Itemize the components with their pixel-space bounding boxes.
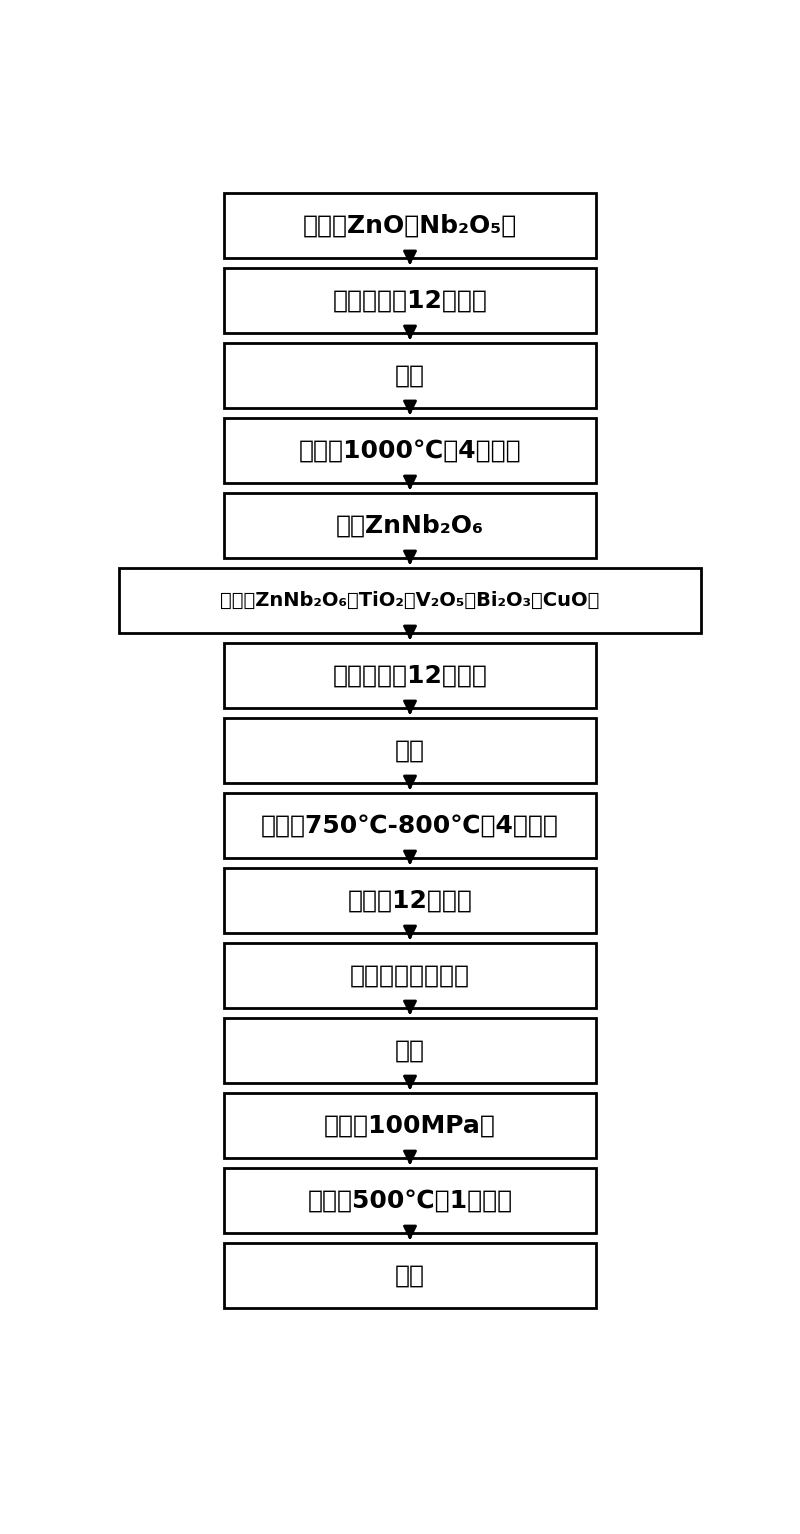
Text: 称量（ZnNb₂O₆、TiO₂、V₂O₅、Bi₂O₃、CuO）: 称量（ZnNb₂O₆、TiO₂、V₂O₅、Bi₂O₃、CuO） bbox=[220, 591, 600, 611]
Bar bbox=[224, 718, 596, 782]
Bar bbox=[224, 1167, 596, 1233]
Text: 烘干: 烘干 bbox=[395, 364, 425, 388]
Text: 获得ZnNb₂O₆: 获得ZnNb₂O₆ bbox=[336, 514, 484, 537]
Bar bbox=[224, 417, 596, 483]
Text: 锻烧（750℃-800℃，4小时）: 锻烧（750℃-800℃，4小时） bbox=[261, 813, 559, 838]
Bar bbox=[224, 793, 596, 858]
Text: 烧结: 烧结 bbox=[395, 1264, 425, 1287]
Bar bbox=[224, 943, 596, 1008]
Text: 烘干、研磨、过筛: 烘干、研磨、过筛 bbox=[350, 963, 470, 988]
Bar bbox=[224, 643, 596, 707]
Bar bbox=[224, 1243, 596, 1309]
Bar bbox=[224, 868, 596, 933]
Bar bbox=[224, 193, 596, 258]
Bar bbox=[224, 1094, 596, 1158]
Text: 锻烧（1000℃，4小时）: 锻烧（1000℃，4小时） bbox=[298, 439, 522, 462]
Bar bbox=[224, 344, 596, 408]
Text: 排胶（500℃，1小时）: 排胶（500℃，1小时） bbox=[307, 1189, 513, 1212]
Text: 球磨混料（12小时）: 球磨混料（12小时） bbox=[333, 288, 487, 313]
Bar bbox=[118, 568, 702, 634]
Text: 成型（100MPa）: 成型（100MPa） bbox=[324, 1114, 496, 1138]
Text: 烘干: 烘干 bbox=[395, 738, 425, 762]
Bar bbox=[224, 492, 596, 558]
Text: 球磨（12小时）: 球磨（12小时） bbox=[347, 888, 473, 913]
Text: 称量（ZnO、Nb₂O₅）: 称量（ZnO、Nb₂O₅） bbox=[303, 213, 517, 238]
Bar bbox=[224, 1019, 596, 1083]
Text: 造粒: 造粒 bbox=[395, 1039, 425, 1063]
Bar bbox=[224, 268, 596, 333]
Text: 球磨混料（12小时）: 球磨混料（12小时） bbox=[333, 663, 487, 687]
